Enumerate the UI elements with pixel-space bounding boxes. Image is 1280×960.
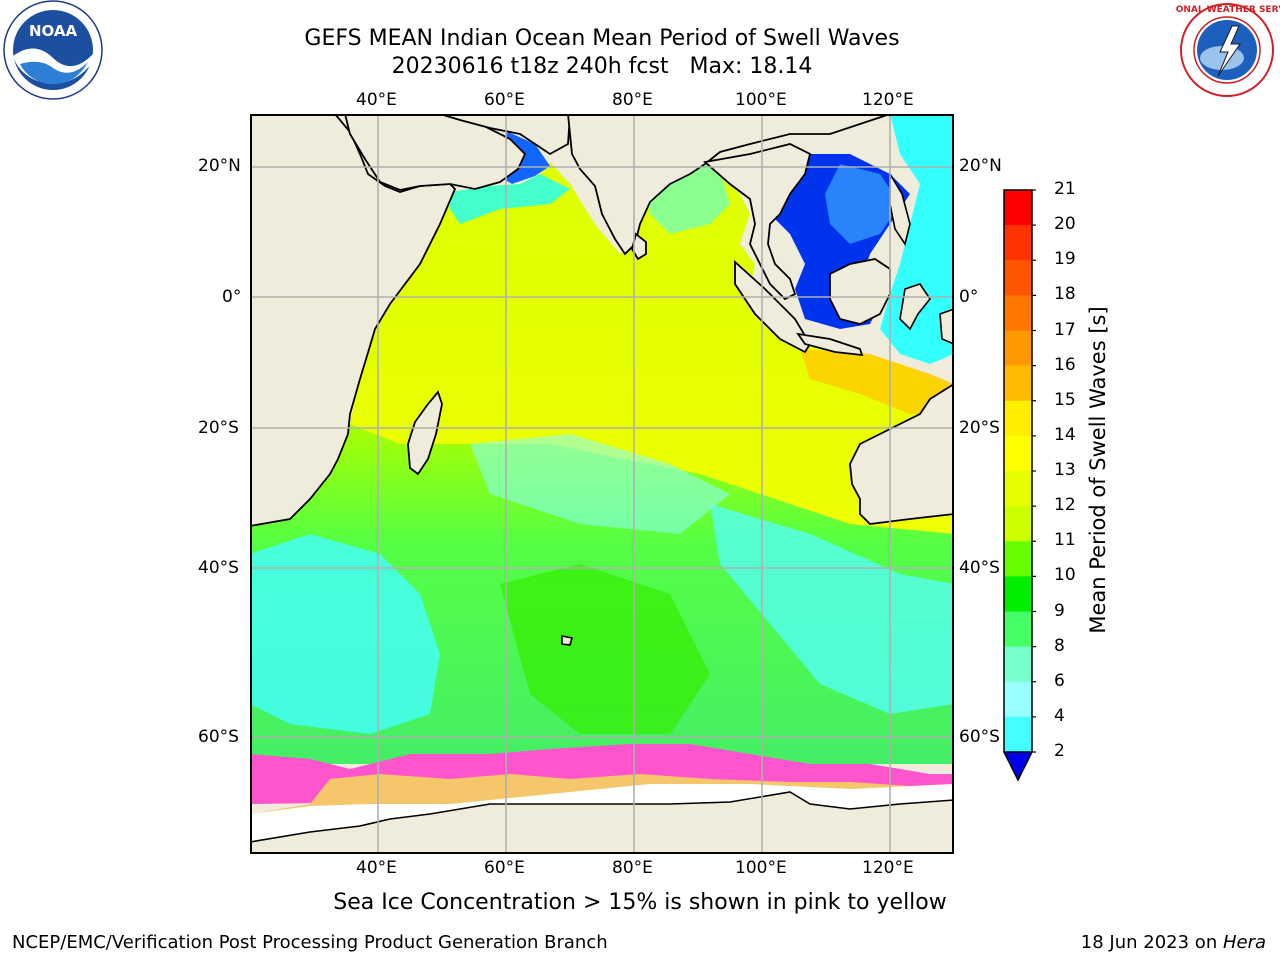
green-swell-center [500, 564, 710, 734]
colorbar-tick-label: 8 [1054, 635, 1065, 656]
colorbar-tick-label: 10 [1054, 565, 1076, 586]
colorbar-tick-label: 16 [1054, 354, 1076, 375]
map-frame [250, 114, 954, 854]
madagascar-land [407, 390, 443, 476]
colorbar-segment [1004, 365, 1032, 402]
colorbar-tick-label: 6 [1054, 670, 1065, 691]
colorbar-tick-label: 19 [1054, 249, 1076, 270]
footer-host: Hera [1222, 932, 1266, 953]
sulawesi-land [899, 283, 931, 331]
colorbar-tick-label: 17 [1054, 319, 1076, 340]
colorbar-tick-label: 13 [1054, 460, 1076, 480]
colorbar-segment [1004, 611, 1032, 648]
lon-tick-bottom-60e: 60°E [484, 858, 525, 878]
southeast-asia-land [703, 143, 812, 301]
lat-tick-left-20s: 20°S [198, 418, 239, 438]
colorbar-segment [1004, 260, 1032, 296]
lat-tick-left-20n: 20°N [198, 156, 241, 176]
lat-tick-right-60s: 60°S [959, 727, 1000, 747]
colorbar-segment [1004, 225, 1032, 261]
tropical-ocean-field [350, 159, 954, 534]
cyan-patches-center [470, 434, 730, 534]
colorbar-tick-label: 9 [1054, 600, 1065, 621]
lon-tick-bottom-120e: 120°E [862, 858, 914, 878]
colorbar-segment [1004, 330, 1032, 367]
colorbar-segment [1004, 541, 1032, 577]
africa-land [250, 114, 457, 527]
lat-tick-right-20s: 20°S [959, 418, 1000, 438]
lon-tick-bottom-80e: 80°E [612, 858, 653, 878]
colorbar-extend-arrow [1002, 751, 1034, 782]
kerguelen-island [561, 635, 574, 646]
colorbar-segment [1004, 646, 1032, 683]
lat-tick-right-20n: 20°N [959, 156, 1002, 176]
long-period-band [800, 349, 954, 414]
lon-tick-top-120e: 120°E [862, 90, 914, 110]
colorbar-segment [1004, 576, 1032, 612]
footer-credit: NCEP/EMC/Verification Post Processing Pr… [12, 932, 608, 953]
colorbar-segment [1004, 435, 1032, 472]
noaa-logo-text: NOAA [29, 22, 78, 40]
colorbar-tick-label: 14 [1054, 424, 1076, 445]
sumatra-land [734, 259, 812, 354]
new-guinea-land [939, 308, 954, 345]
colorbar-segment [1004, 471, 1032, 507]
sri-lanka-land [631, 232, 647, 261]
colorbar-segment [1004, 681, 1032, 718]
lat-tick-left-40s: 40°S [198, 558, 239, 578]
nws-logo: NATIONAL WEATHER SERVICE [1176, 3, 1280, 97]
noaa-logo: NOAA [3, 0, 103, 100]
colorbar-tick-label: 21 [1054, 179, 1076, 199]
lon-tick-top-40e: 40°E [356, 90, 397, 110]
colorbar [1002, 189, 1036, 782]
cyan-swell-west [250, 534, 440, 734]
lon-tick-top-80e: 80°E [612, 90, 653, 110]
lat-tick-left-0: 0° [222, 287, 242, 307]
colorbar-tick-label: 2 [1054, 741, 1065, 761]
colorbar-tick-label: 20 [1054, 214, 1076, 235]
chart-subtitle: 20230616 t18z 240h fcst Max: 18.14 [391, 54, 813, 79]
arabian-sea-north [450, 174, 570, 224]
lon-tick-top-60e: 60°E [484, 90, 525, 110]
colorbar-segment [1004, 716, 1032, 753]
borneo-land [829, 258, 891, 325]
footer-date-text: 18 Jun 2023 on [1080, 932, 1223, 953]
nws-logo-text: NATIONAL WEATHER SERVICE [1176, 5, 1280, 15]
colorbar-tick-label: 11 [1054, 530, 1076, 551]
india-land [567, 114, 891, 256]
cyan-swell-east [710, 504, 954, 714]
colorbar-label: Mean Period of Swell Waves [s] [1086, 306, 1110, 634]
lon-tick-bottom-100e: 100°E [735, 858, 787, 878]
java-land [796, 332, 864, 357]
colorbar-tick-label: 15 [1054, 389, 1076, 410]
lat-tick-right-0: 0° [959, 287, 979, 307]
graticule [250, 114, 954, 854]
lat-tick-left-60s: 60°S [198, 727, 239, 747]
colorbar-segment [1004, 190, 1032, 226]
south-china-sea-lightblue [825, 164, 900, 244]
lat-tick-right-40s: 40°S [959, 558, 1000, 578]
colorbar-tick-label: 18 [1054, 284, 1076, 305]
ocean-map [250, 114, 954, 854]
australia-land [849, 382, 954, 525]
colorbar-segment [1004, 506, 1032, 542]
lon-tick-top-100e: 100°E [735, 90, 787, 110]
footer-date: 18 Jun 2023 on Hera [1081, 932, 1266, 953]
colorbar-segment [1004, 295, 1032, 331]
colorbar-tick-label: 12 [1054, 495, 1076, 516]
chart-title: GEFS MEAN Indian Ocean Mean Period of Sw… [304, 26, 900, 51]
antarctica-land [250, 791, 954, 854]
pacific-cyan [880, 114, 954, 364]
sea-ice-caption: Sea Ice Concentration > 15% is shown in … [333, 890, 947, 915]
colorbar-segment [1004, 400, 1032, 437]
lon-tick-bottom-40e: 40°E [356, 858, 397, 878]
colorbar-tick-label: 4 [1054, 705, 1065, 726]
